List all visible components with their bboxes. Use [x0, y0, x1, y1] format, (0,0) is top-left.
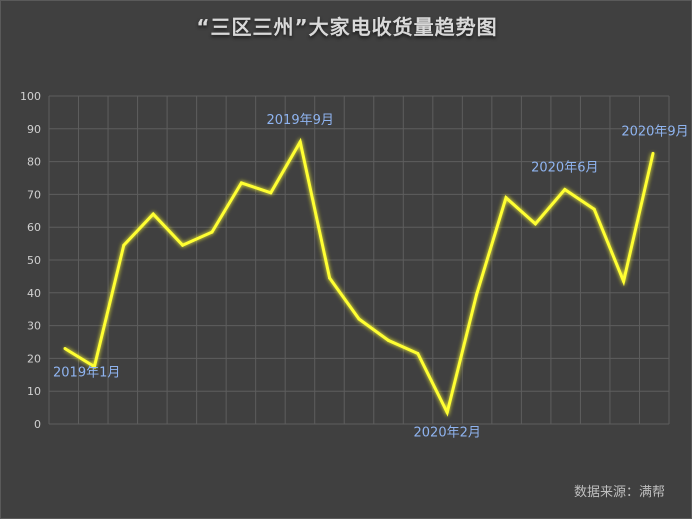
annotation-label: 2020年6月 [531, 160, 598, 175]
data-point [445, 411, 449, 415]
y-tick-label: 60 [27, 221, 41, 234]
series-layer [63, 137, 655, 417]
annotation-label: 2020年2月 [414, 426, 481, 441]
data-point [416, 351, 420, 355]
data-point [357, 317, 361, 321]
annotation-layer: 2019年1月 2019年9月 2020年2月 2020年6月 2020年9月 [53, 113, 689, 441]
data-point [475, 292, 479, 296]
annotation-label: 2019年9月 [267, 113, 334, 128]
y-tick-label: 20 [27, 352, 41, 365]
data-point [386, 338, 390, 342]
annotation-label: 2019年1月 [53, 366, 120, 381]
y-tick-label: 100 [20, 90, 41, 103]
chart-title: “三区三州”大家电收货量趋势图 [196, 15, 498, 39]
source-note: 数据来源：满帮 [573, 485, 665, 500]
data-point [63, 347, 67, 351]
data-point [210, 230, 214, 234]
data-point [181, 243, 185, 247]
y-tick-label: 10 [27, 385, 41, 398]
y-tick-label: 0 [34, 418, 41, 431]
data-point [122, 243, 126, 247]
data-point [239, 181, 243, 185]
data-point [92, 365, 96, 369]
data-point [533, 222, 537, 226]
annotation-label: 2020年9月 [621, 124, 688, 139]
data-point [328, 276, 332, 280]
data-point [592, 207, 596, 211]
data-point [151, 212, 155, 216]
y-tick-label: 30 [27, 320, 41, 333]
grid-layer [48, 95, 670, 425]
data-point [622, 279, 626, 283]
y-tick-label: 40 [27, 287, 41, 300]
y-tick-label: 70 [27, 188, 41, 201]
data-point [651, 151, 655, 155]
y-tick-label: 50 [27, 254, 41, 267]
data-point [504, 196, 508, 200]
y-tick-label: 90 [27, 123, 41, 136]
series-line [64, 137, 655, 417]
data-point [269, 191, 273, 195]
data-point [563, 187, 567, 191]
data-point [298, 140, 302, 144]
y-tick-label: 80 [27, 156, 41, 169]
